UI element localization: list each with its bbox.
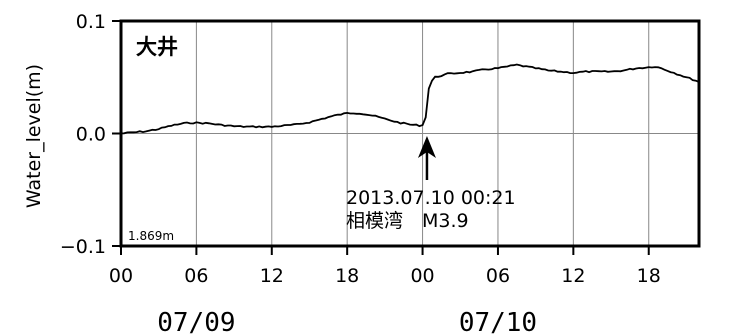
x-tick-label-3: 18 [335, 265, 359, 287]
event-arrow [417, 136, 436, 180]
y-tick-label-1: 0.0 [76, 124, 106, 146]
x-tick-label-5: 06 [486, 265, 510, 287]
x-tick-label-2: 12 [260, 265, 284, 287]
y-tick-label-2: −0.1 [60, 236, 106, 258]
date-label-1: 07/10 [459, 308, 537, 336]
date-label-0: 07/09 [157, 308, 235, 336]
grid-lines [121, 21, 699, 246]
x-tick-label-6: 12 [561, 265, 585, 287]
y-axis-label: Water_level(m) [23, 64, 45, 208]
x-tick-label-7: 18 [637, 265, 661, 287]
x-tick-label-4: 00 [410, 265, 434, 287]
reference-level-label: 1.869m [128, 229, 174, 243]
y-tick-label-0: 0.1 [76, 11, 106, 33]
date-labels: 07/09 07/10 [157, 308, 537, 336]
station-label: 大井 [136, 35, 178, 59]
y-ticks: 0.1 0.0 −0.1 [60, 11, 121, 258]
event-arrow-head [417, 136, 436, 158]
event-time-label: 2013.07.10 00:21 [346, 187, 516, 209]
x-ticks: 00 06 12 18 00 06 12 18 [109, 246, 661, 287]
plot-frame [119, 19, 701, 248]
water-level-line [120, 63, 700, 135]
x-tick-label-1: 06 [184, 265, 208, 287]
x-tick-label-0: 00 [109, 265, 133, 287]
event-magnitude-label: 相模湾 M3.9 [346, 210, 469, 232]
